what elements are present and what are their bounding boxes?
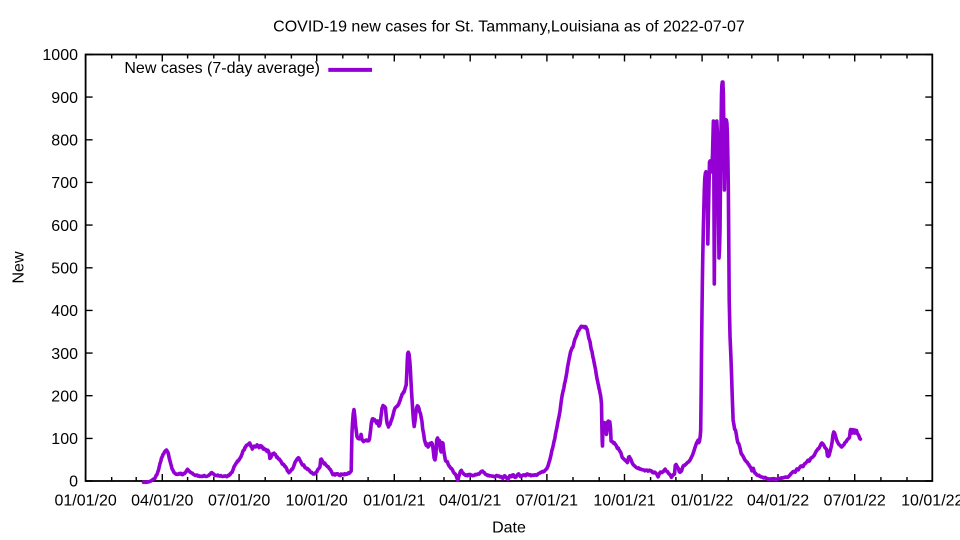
svg-text:New cases (7-day average): New cases (7-day average) [124,60,320,77]
svg-text:700: 700 [51,175,78,192]
svg-text:01/01/21: 01/01/21 [363,493,425,510]
svg-text:New: New [11,251,28,283]
svg-text:1000: 1000 [42,47,78,64]
svg-text:04/01/22: 04/01/22 [747,493,809,510]
svg-text:01/01/22: 01/01/22 [671,493,733,510]
svg-text:800: 800 [51,133,78,150]
svg-text:600: 600 [51,218,78,235]
svg-text:07/01/21: 07/01/21 [516,493,578,510]
svg-text:100: 100 [51,431,78,448]
svg-text:04/01/21: 04/01/21 [439,493,501,510]
svg-text:900: 900 [51,90,78,107]
svg-text:10/01/22: 10/01/22 [901,493,960,510]
svg-text:400: 400 [51,303,78,320]
svg-text:07/01/20: 07/01/20 [208,493,270,510]
svg-text:Date: Date [492,520,526,537]
svg-text:10/01/21: 10/01/21 [593,493,655,510]
svg-text:07/01/22: 07/01/22 [824,493,886,510]
svg-text:300: 300 [51,346,78,363]
svg-text:500: 500 [51,260,78,277]
svg-text:04/01/20: 04/01/20 [131,493,193,510]
svg-text:COVID-19 new cases for St. Tam: COVID-19 new cases for St. Tammany,Louis… [273,19,745,36]
svg-text:01/01/20: 01/01/20 [54,493,116,510]
svg-text:10/01/20: 10/01/20 [286,493,348,510]
svg-text:0: 0 [69,474,78,491]
svg-text:200: 200 [51,388,78,405]
